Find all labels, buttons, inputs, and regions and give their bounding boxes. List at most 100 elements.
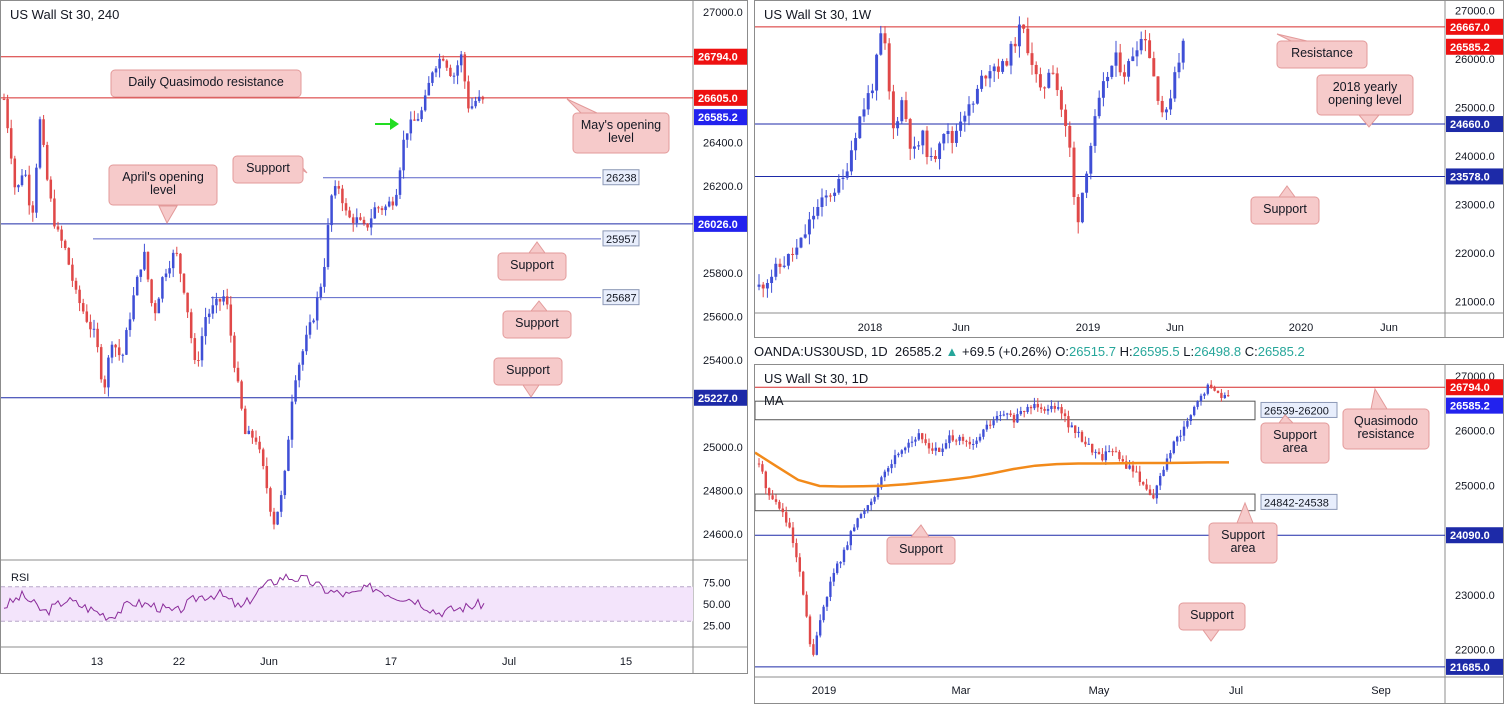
close-label: C: (1244, 344, 1258, 359)
weekly-candle (849, 150, 853, 172)
daily-candle (761, 464, 764, 472)
h4-candle (233, 335, 236, 368)
daily-ma-line (755, 451, 1229, 488)
daily-candle (931, 448, 934, 451)
h4-callout-may-opening-box (572, 112, 670, 154)
h4-callout-april-opening-text: level (150, 183, 176, 197)
daily-candle (978, 436, 982, 441)
daily-candle (819, 620, 822, 636)
h4-candle (222, 296, 225, 302)
weekly-candle (912, 146, 916, 149)
h4-tag-26585: 26585.2 (698, 112, 738, 124)
open-value: 26515.7 (1069, 344, 1116, 359)
daily-candle (781, 508, 784, 513)
daily-candle (1138, 471, 1141, 483)
weekly-candle (984, 75, 988, 79)
weekly-candle (795, 247, 799, 255)
h4-y-tick-label: 24800.0 (703, 486, 743, 498)
daily-candle (1057, 407, 1060, 409)
h4-candle (236, 367, 240, 382)
daily-candle (1213, 387, 1216, 391)
h4-tag-25957-bg (602, 230, 640, 247)
weekly-candle (1106, 76, 1110, 82)
daily-candle (958, 436, 961, 441)
h4-candle (341, 188, 344, 204)
h4-candle (416, 119, 420, 121)
weekly-candle (807, 219, 811, 235)
weekly-candle (837, 178, 841, 193)
high-label: H: (1119, 344, 1133, 359)
daily-candle (927, 443, 931, 449)
h4-candle (449, 67, 452, 76)
low-value: 26498.8 (1194, 344, 1242, 359)
weekly-candle (854, 138, 858, 151)
h4-tag-26238-bg (602, 169, 640, 186)
weekly-candle (833, 192, 837, 196)
daily-chart-panel[interactable]: 27000.0 26000.0 25000.0 23000.0 22000.0 2019 M… (754, 364, 1504, 704)
weekly-callout-resistance-pointer (1276, 33, 1308, 42)
weekly-candle (870, 90, 874, 94)
weekly-candle (1093, 116, 1097, 146)
daily-candle (829, 581, 832, 597)
h4-chart-svg[interactable]: 27000.0 26400.0 26200.0 25800.0 25600.0 25400… (1, 1, 748, 674)
daily-x-tick-label: 2019 (812, 685, 836, 697)
daily-candle (1009, 413, 1012, 415)
h4-candle (290, 401, 294, 440)
weekly-callout-support-pointer (1278, 185, 1296, 198)
daily-candle (924, 439, 927, 444)
h4-callout-support-2-pointer (528, 241, 546, 254)
daily-candle (1216, 390, 1220, 393)
h4-candle (384, 206, 387, 211)
daily-candle (1097, 451, 1101, 455)
h4-candle (258, 441, 261, 450)
h4-tag-25957: 25957 (606, 234, 637, 246)
weekly-candle (971, 103, 975, 105)
daily-x-tick-label: Sep (1371, 685, 1391, 697)
daily-candle (873, 497, 876, 502)
h4-tag-26026-bg (694, 215, 747, 232)
weekly-candle (1101, 81, 1105, 98)
h4-candle (24, 174, 27, 176)
weekly-x-tick-label: 2020 (1289, 322, 1313, 334)
weekly-chart-svg[interactable]: 27000.0 26000.0 25000.0 24000.0 23000.0 22000… (755, 1, 1504, 338)
daily-candle (1023, 411, 1026, 413)
weekly-candle (770, 276, 774, 284)
h4-candle (301, 351, 305, 365)
weekly-candle (1043, 87, 1047, 89)
daily-candle (1033, 403, 1036, 409)
h4-candle (20, 175, 24, 186)
weekly-candle (1072, 147, 1076, 197)
daily-candle (842, 549, 846, 562)
h4-candle (326, 225, 330, 267)
daily-candle (1063, 413, 1067, 417)
daily-candle (955, 440, 958, 442)
h4-callout-daily-quasimodo-box (110, 69, 302, 98)
h4-chart-panel[interactable]: 27000.0 26400.0 26200.0 25800.0 25600.0 25400… (0, 0, 748, 674)
h4-candle (351, 217, 355, 223)
daily-callout-support-2-text: Support (1190, 608, 1234, 622)
daily-candle (941, 448, 944, 453)
h4-y-tick-label: 24600.0 (703, 529, 743, 541)
h4-candle (323, 266, 326, 287)
daily-candle (1179, 435, 1182, 437)
h4-candle (103, 379, 107, 388)
h4-candle (146, 251, 150, 280)
daily-candle (1111, 451, 1114, 453)
h4-candle (254, 437, 258, 442)
daily-candle (791, 527, 795, 544)
daily-candle (975, 440, 978, 444)
weekly-candle (866, 93, 870, 110)
daily-callout-quasimodo-text: Quasimodo (1354, 414, 1418, 428)
h4-callout-april-opening-text: April's opening (122, 170, 204, 184)
daily-callout-support-area-1-text: area (1282, 441, 1307, 455)
weekly-chart-panel[interactable]: 27000.0 26000.0 25000.0 24000.0 23000.0 22000… (754, 0, 1504, 338)
h4-candle (355, 217, 359, 223)
weekly-candle (1034, 64, 1038, 75)
weekly-x-tick-label: Jun (1166, 322, 1184, 334)
weekly-candle (862, 109, 866, 117)
h4-candle (297, 364, 301, 381)
